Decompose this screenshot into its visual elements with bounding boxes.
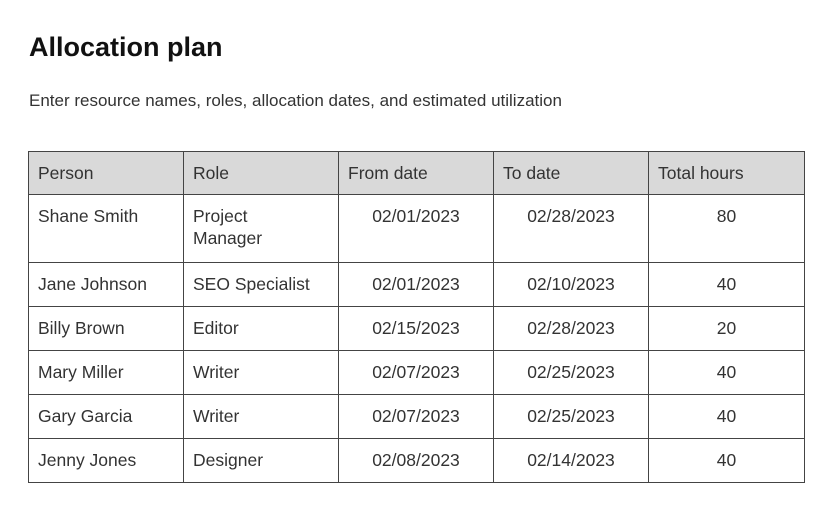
cell-to-date: 02/28/2023 [493, 306, 649, 351]
cell-total-hours: 40 [648, 438, 805, 483]
allocation-table: Person Role From date To date Total hour… [28, 151, 805, 483]
cell-from-date: 02/08/2023 [338, 438, 494, 483]
cell-total-hours: 40 [648, 394, 805, 439]
cell-person: Gary Garcia [28, 394, 184, 439]
cell-role: Designer [183, 438, 339, 483]
header-to-date: To date [493, 151, 649, 195]
cell-person: Jenny Jones [28, 438, 184, 483]
header-person: Person [28, 151, 184, 195]
cell-role: Editor [183, 306, 339, 351]
header-total-hours: Total hours [648, 151, 805, 195]
page-title: Allocation plan [29, 32, 223, 62]
cell-from-date: 02/01/2023 [338, 262, 494, 307]
table-row: Jenny Jones Designer 02/08/2023 02/14/2023 4… [28, 438, 805, 483]
cell-from-date: 02/07/2023 [338, 350, 494, 395]
cell-total-hours: 40 [648, 262, 805, 307]
cell-total-hours: 80 [648, 194, 805, 263]
cell-from-date: 02/01/2023 [338, 194, 494, 263]
cell-role: Writer [183, 394, 339, 439]
cell-role: Writer [183, 350, 339, 395]
table-row: Jane Johnson SEO Specialist 02/01/2023 02/1… [28, 262, 805, 307]
cell-total-hours: 40 [648, 350, 805, 395]
cell-person: Jane Johnson [28, 262, 184, 307]
table-row: Shane Smith Project Manager 02/01/2023 02/2… [28, 194, 805, 263]
cell-to-date: 02/28/2023 [493, 194, 649, 263]
cell-role: Project Manager [183, 194, 339, 263]
cell-to-date: 02/10/2023 [493, 262, 649, 307]
cell-to-date: 02/25/2023 [493, 394, 649, 439]
cell-to-date: 02/25/2023 [493, 350, 649, 395]
table-row: Gary Garcia Writer 02/07/2023 02/25/2023 40 [28, 394, 805, 439]
cell-person: Billy Brown [28, 306, 184, 351]
cell-role: SEO Specialist [183, 262, 339, 307]
cell-total-hours: 20 [648, 306, 805, 351]
page-subtitle: Enter resource names, roles, allocation … [29, 91, 562, 110]
table-header-row: Person Role From date To date Total hour… [28, 151, 805, 195]
cell-to-date: 02/14/2023 [493, 438, 649, 483]
cell-from-date: 02/15/2023 [338, 306, 494, 351]
header-role: Role [183, 151, 339, 195]
cell-from-date: 02/07/2023 [338, 394, 494, 439]
cell-person: Shane Smith [28, 194, 184, 263]
table-row: Billy Brown Editor 02/15/2023 02/28/2023 20 [28, 306, 805, 351]
table-row: Mary Miller Writer 02/07/2023 02/25/2023 40 [28, 350, 805, 395]
header-from-date: From date [338, 151, 494, 195]
cell-person: Mary Miller [28, 350, 184, 395]
